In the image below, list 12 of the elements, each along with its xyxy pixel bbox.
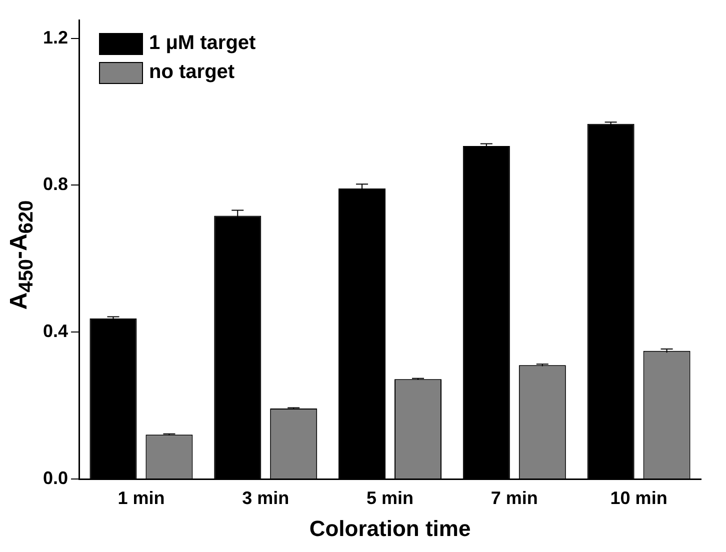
x-tick-label: 5 min	[366, 488, 414, 508]
y-tick-label: 0.8	[42, 174, 68, 194]
x-tick-label: 7 min	[490, 488, 538, 508]
x-tick-label: 1 min	[118, 488, 165, 508]
y-tick-label: 0.0	[42, 468, 68, 488]
y-tick-label: 0.4	[42, 321, 68, 342]
legend-label: 1 μM target	[149, 32, 256, 55]
legend-label: no target	[149, 61, 235, 84]
x-tick-label: 3 min	[242, 488, 290, 508]
x-axis-title: Coloration time	[309, 516, 471, 541]
y-tick-label: 1.2	[42, 27, 68, 48]
x-tick-label: 10 min	[610, 488, 668, 508]
